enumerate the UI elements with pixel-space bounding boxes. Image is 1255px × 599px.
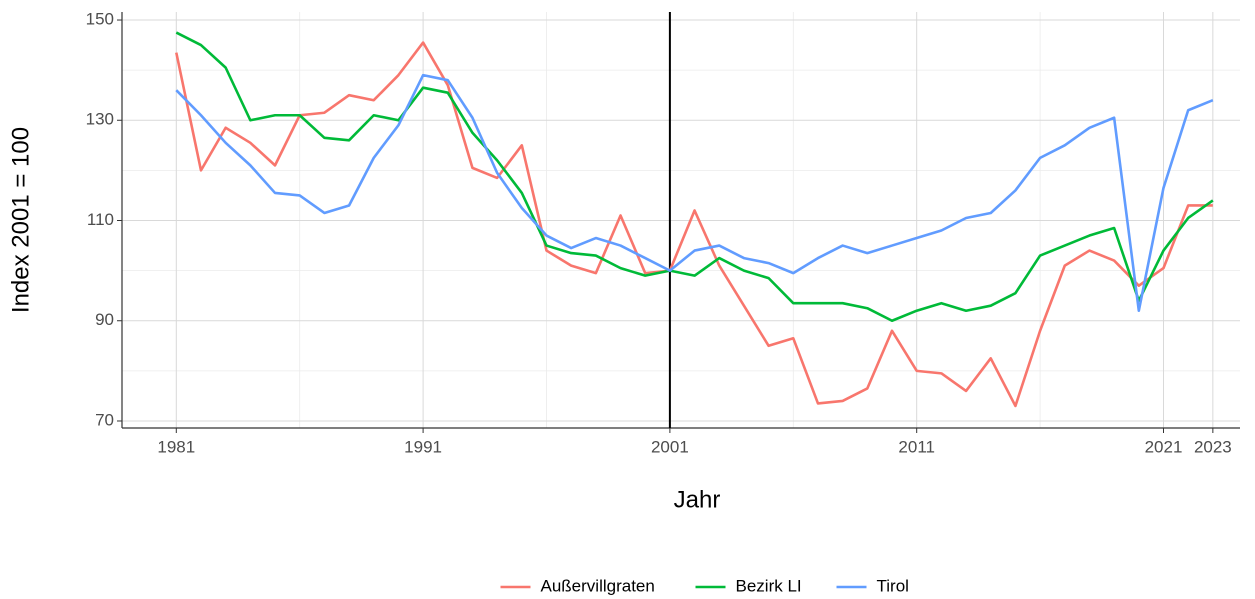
series-line (175, 41, 1213, 408)
legend-label: Tirol (877, 576, 909, 595)
series-line (175, 73, 1214, 313)
legend-label: Außervillgraten (541, 576, 655, 595)
y-tick-label: 70 (95, 410, 114, 429)
x-tick-label: 2011 (898, 437, 935, 456)
series-line (175, 31, 1214, 323)
y-tick-label: 150 (86, 10, 114, 29)
x-tick-label: 2001 (651, 437, 689, 456)
legend-label: Bezirk LI (736, 576, 802, 595)
x-axis-title: Jahr (674, 486, 721, 513)
y-tick-label: 130 (86, 110, 114, 129)
y-tick-label: 110 (87, 210, 114, 229)
y-tick-label: 90 (95, 310, 114, 329)
y-axis-title: Index 2001 = 100 (7, 127, 34, 313)
x-tick-label: 2021 (1145, 437, 1183, 456)
x-tick-label: 1981 (157, 437, 195, 456)
x-tick-label: 2023 (1194, 437, 1232, 456)
x-tick-label: 1991 (404, 437, 442, 456)
